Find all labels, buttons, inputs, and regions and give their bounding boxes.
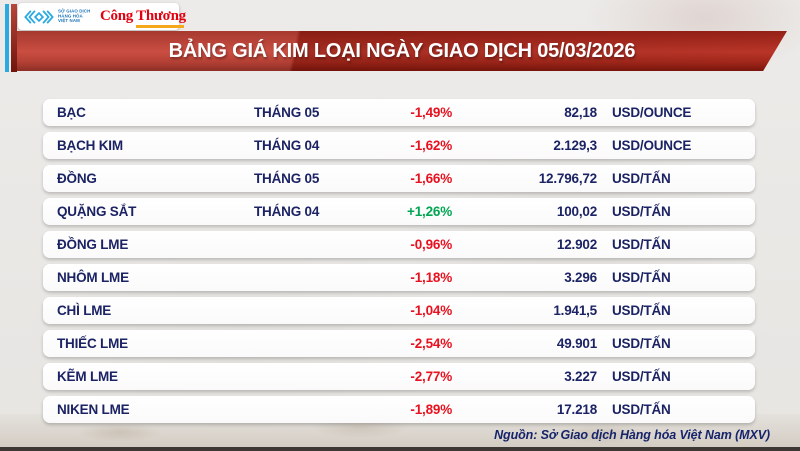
accent-stripe-maroon: [11, 4, 17, 72]
commodity-name: BẠCH KIM: [57, 138, 123, 153]
commodity-name: KẼM LME: [57, 369, 118, 384]
price-unit: USD/TẤN: [612, 204, 671, 219]
price-value: 12.796,72: [538, 171, 597, 186]
price-unit: USD/TẤN: [612, 270, 671, 285]
price-value: 1.941,5: [553, 303, 597, 318]
contract-month: THÁNG 04: [254, 138, 320, 153]
price-unit: USD/TẤN: [612, 171, 671, 186]
table-row: BẠC THÁNG 05 -1,49% 82,18 USD/OUNCE: [43, 99, 755, 126]
table-row: ĐỒNG LME -0,96% 12.902 USD/TẤN: [43, 231, 755, 258]
percent-change: -2,54%: [410, 336, 452, 351]
commodity-name: NHÔM LME: [57, 270, 129, 285]
bottom-bar: [0, 447, 800, 451]
price-value: 82,18: [564, 105, 597, 120]
price-value: 49.901: [556, 336, 597, 351]
mxv-logo-icon: [24, 9, 54, 24]
price-unit: USD/TẤN: [612, 336, 671, 351]
percent-change: -1,89%: [410, 402, 452, 417]
mxv-org-line1: SỞ GIAO DỊCH: [58, 8, 91, 14]
source-credit: Nguồn: Sở Giao dịch Hàng hóa Việt Nam (M…: [494, 428, 770, 442]
mxv-org-line3: VIỆT NAM: [58, 18, 80, 24]
price-unit: USD/TẤN: [612, 303, 671, 318]
percent-change: -1,04%: [410, 303, 452, 318]
table-row: THIẾC LME -2,54% 49.901 USD/TẤN: [43, 330, 755, 357]
table-row: BẠCH KIM THÁNG 04 -1,62% 2.129,3 USD/OUN…: [43, 132, 755, 159]
commodity-name: ĐỒNG: [57, 171, 97, 186]
commodity-name: THIẾC LME: [57, 336, 128, 351]
title-banner: BẢNG GIÁ KIM LOẠI NGÀY GIAO DỊCH 05/03/2…: [17, 31, 787, 71]
price-unit: USD/OUNCE: [612, 105, 692, 120]
table-row: NIKEN LME -1,89% 17.218 USD/TẤN: [43, 396, 755, 423]
table-row: NHÔM LME -1,18% 3.296 USD/TẤN: [43, 264, 755, 291]
mxv-org-line2: HÀNG HÓA: [58, 13, 83, 19]
logo-card: SỞ GIAO DỊCH HÀNG HÓA VIỆT NAM Công Thươ…: [18, 3, 186, 30]
percent-change: -1,18%: [410, 270, 452, 285]
price-value: 3.296: [564, 270, 597, 285]
table-row: KẼM LME -2,77% 3.227 USD/TẤN: [43, 363, 755, 390]
price-value: 100,02: [556, 204, 597, 219]
congthuong-logo: Công Thương: [100, 8, 186, 28]
contract-month: THÁNG 04: [254, 204, 320, 219]
price-unit: USD/TẤN: [612, 237, 671, 252]
commodity-name: QUẶNG SẮT: [57, 204, 137, 219]
percent-change: -0,96%: [410, 237, 452, 252]
commodity-name: BẠC: [57, 105, 86, 120]
contract-month: THÁNG 05: [254, 105, 320, 120]
price-value: 3.227: [564, 369, 597, 384]
percent-change: -2,77%: [410, 369, 452, 384]
commodity-name: NIKEN LME: [57, 402, 130, 417]
price-unit: USD/OUNCE: [612, 138, 692, 153]
table-row: ĐỒNG THÁNG 05 -1,66% 12.796,72 USD/TẤN: [43, 165, 755, 192]
table-row: QUẶNG SẮT THÁNG 04 +1,26% 100,02 USD/TẤN: [43, 198, 755, 225]
percent-change: -1,66%: [410, 171, 452, 186]
price-unit: USD/TẤN: [612, 402, 671, 417]
price-unit: USD/TẤN: [612, 369, 671, 384]
price-value: 2.129,3: [553, 138, 597, 153]
price-value: 17.218: [556, 402, 597, 417]
price-value: 12.902: [556, 237, 597, 252]
percent-change: -1,49%: [410, 105, 452, 120]
percent-change: +1,26%: [407, 204, 452, 219]
commodity-name: ĐỒNG LME: [57, 237, 129, 252]
contract-month: THÁNG 05: [254, 171, 320, 186]
accent-stripe-cyan: [5, 4, 9, 72]
table-row: CHÌ LME -1,04% 1.941,5 USD/TẤN: [43, 297, 755, 324]
percent-change: -1,62%: [410, 138, 452, 153]
price-table: BẠC THÁNG 05 -1,49% 82,18 USD/OUNCE BẠCH…: [43, 99, 755, 429]
commodity-name: CHÌ LME: [57, 303, 112, 318]
congthuong-underline: [135, 25, 184, 28]
page-title: BẢNG GIÁ KIM LOẠI NGÀY GIAO DỊCH 05/03/2…: [168, 39, 636, 62]
mxv-org-name: SỞ GIAO DỊCH HÀNG HÓA VIỆT NAM: [58, 8, 91, 24]
congthuong-logo-text: Công Thương: [100, 8, 186, 24]
